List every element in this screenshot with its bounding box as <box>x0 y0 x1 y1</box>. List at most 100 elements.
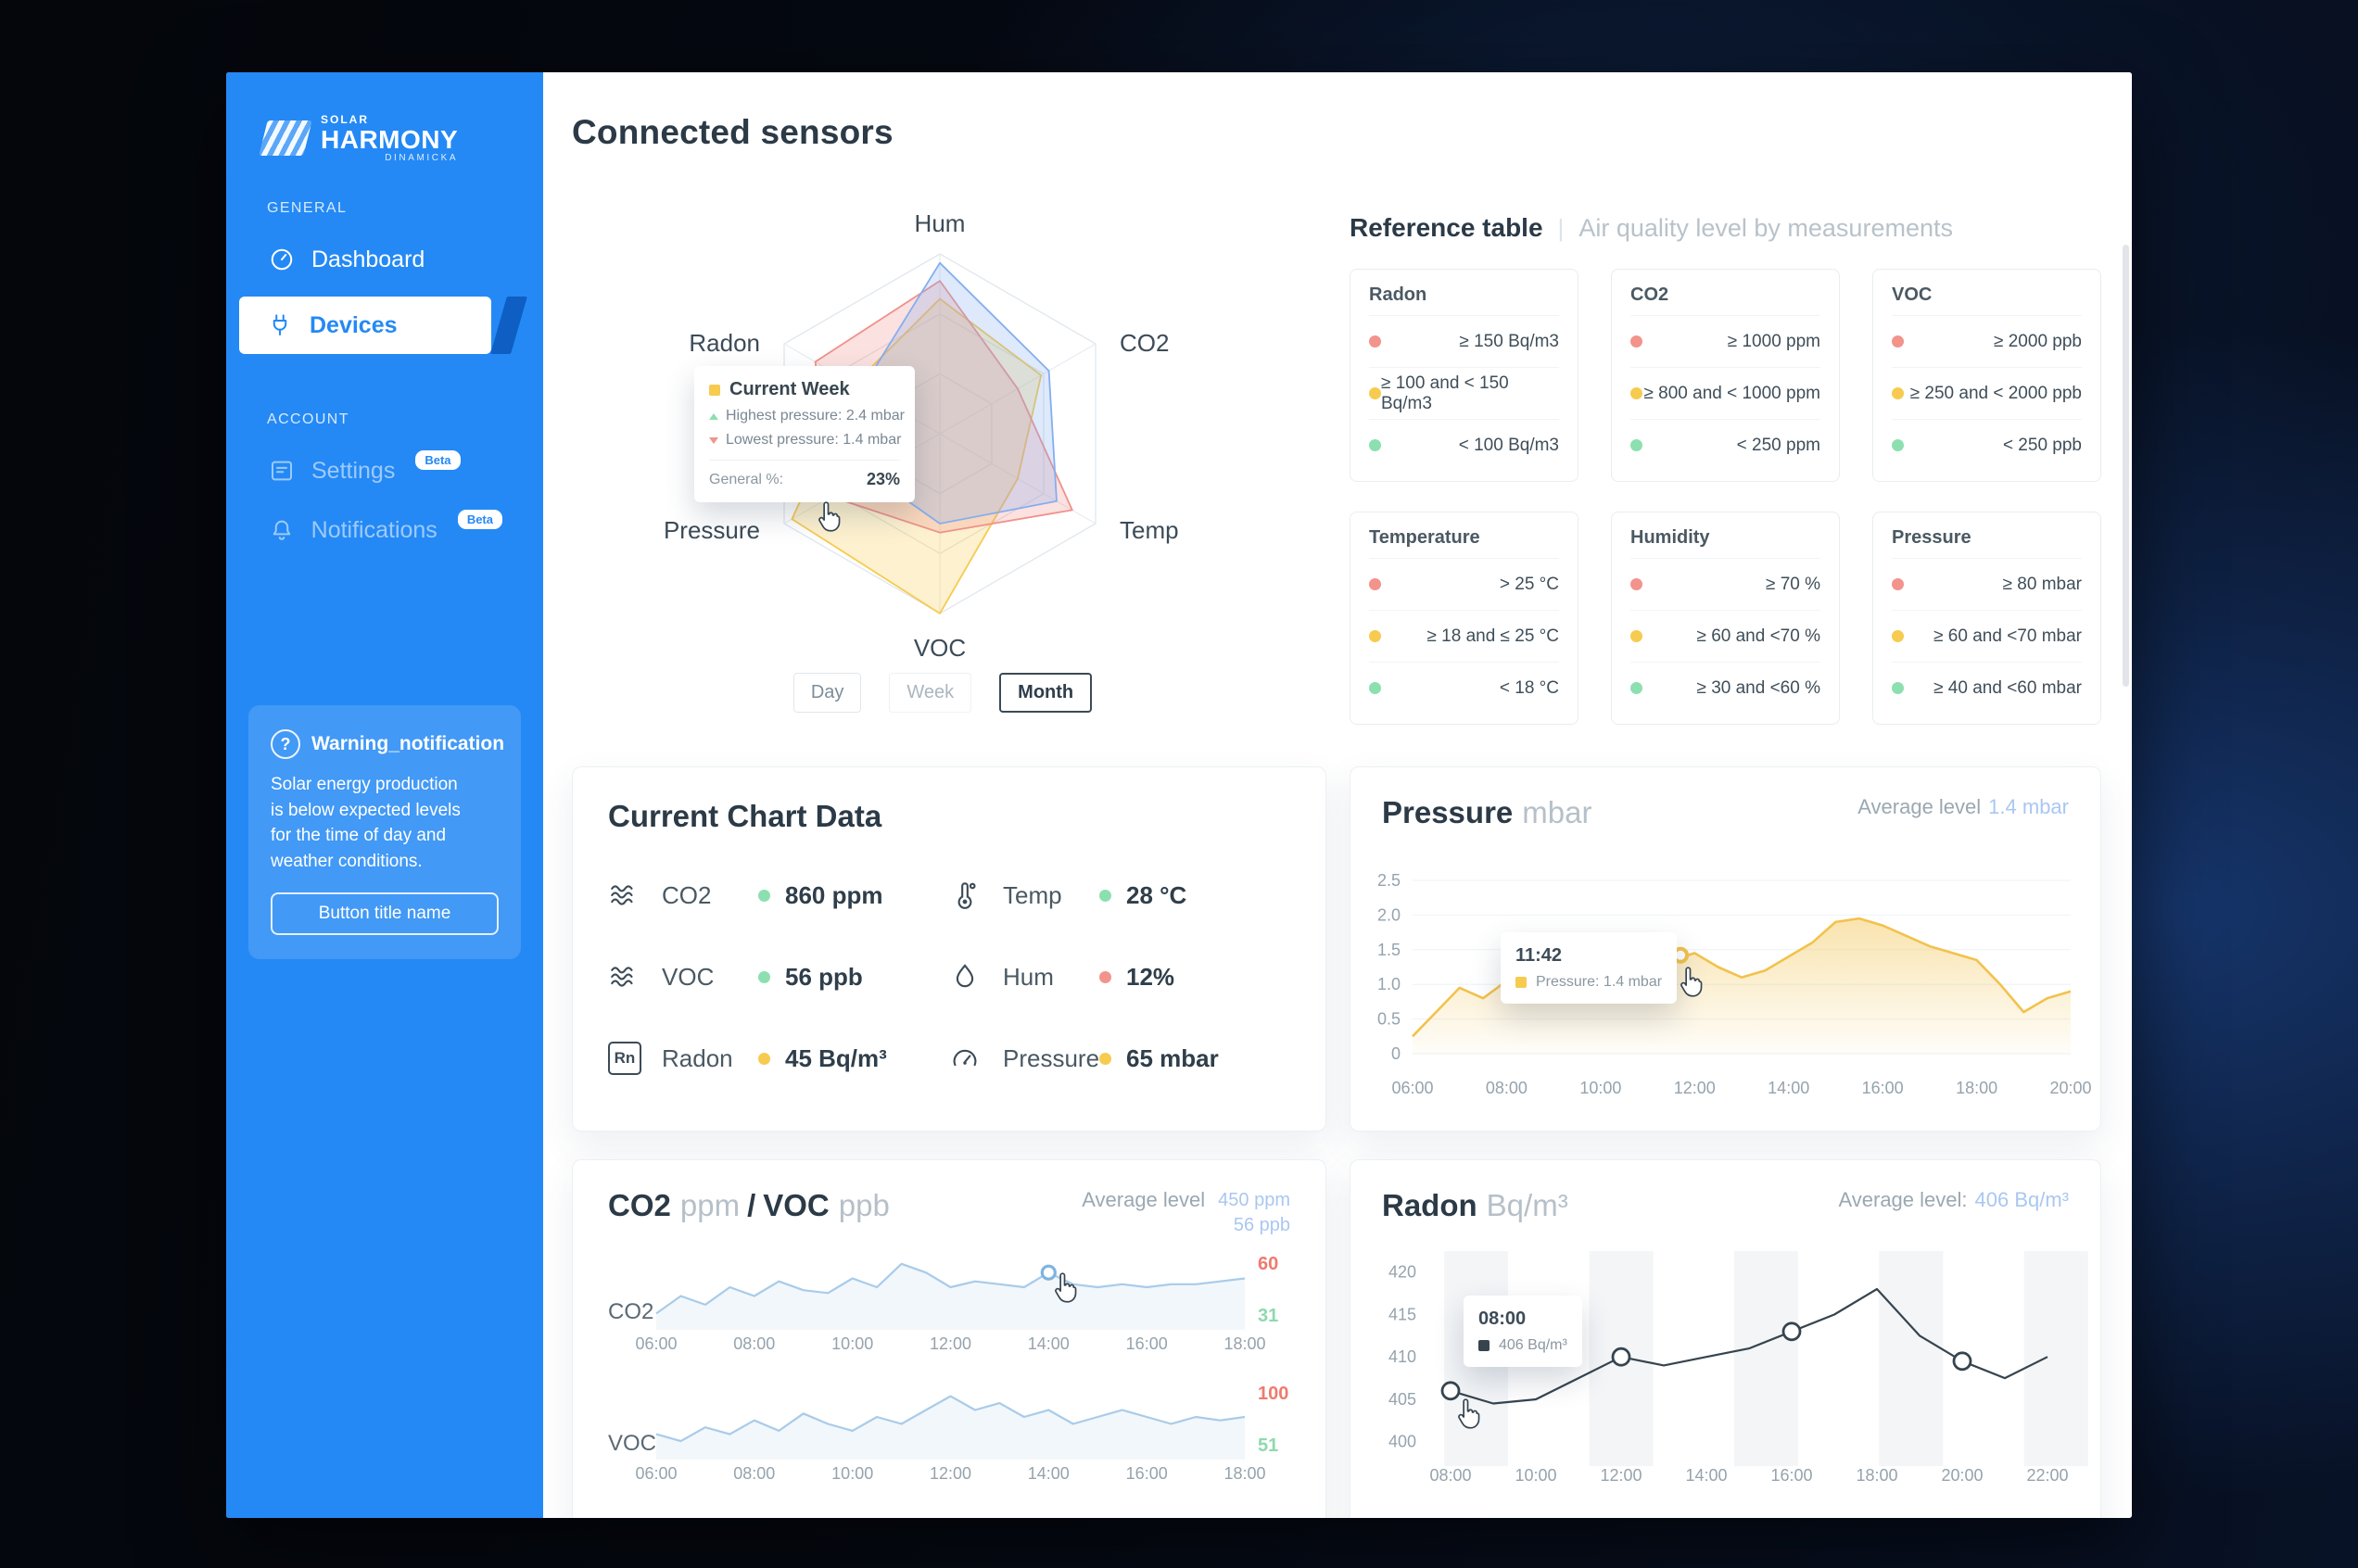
tooltip-low-text: Lowest pressure: 1.4 mbar <box>726 432 902 448</box>
voc-chart[interactable]: 06:00 08:00 10:00 12:00 14:00 16:00 18:00 100 51 <box>635 1370 1319 1486</box>
sidebar-item-label: Settings <box>311 457 396 484</box>
sidebar-item-label: Notifications <box>311 516 437 543</box>
reference-row: < 250 ppm <box>1630 419 1820 471</box>
red-level-dot <box>1892 335 1904 348</box>
sidebar-item-devices[interactable]: Devices <box>239 297 527 355</box>
green-level-dot <box>1099 889 1111 902</box>
svg-text:12:00: 12:00 <box>1600 1466 1642 1485</box>
title-separator: / <box>747 1188 756 1222</box>
svg-text:51: 51 <box>1258 1435 1278 1456</box>
droplet-icon <box>949 956 992 997</box>
svg-text:08:00: 08:00 <box>1486 1079 1528 1097</box>
svg-text:06:00: 06:00 <box>1391 1079 1433 1097</box>
svg-text:10:00: 10:00 <box>1579 1079 1621 1097</box>
caret-up-icon <box>709 412 718 420</box>
tooltip-general-label: General %: <box>709 471 784 487</box>
sensor-label: CO2 <box>662 880 712 909</box>
radon-chart[interactable]: 400 405 410 415 420 08:00 10:00 12:00 14:00 16:00… <box>1364 1246 2088 1491</box>
co2-chart[interactable]: 06:00 08:00 10:00 12:00 14:00 16:00 18:00 60 31 <box>635 1240 1319 1356</box>
svg-text:14:00: 14:00 <box>1768 1079 1809 1097</box>
svg-text:415: 415 <box>1388 1306 1416 1324</box>
active-item-accent <box>490 297 527 355</box>
red-level-dot <box>1369 335 1381 348</box>
yellow-level-dot <box>1892 630 1904 642</box>
reference-value: ≥ 40 and <60 mbar <box>1933 677 2082 698</box>
range-month-button[interactable]: Month <box>999 673 1093 713</box>
yellow-level-dot <box>1369 630 1381 642</box>
sidebar-item-dashboard[interactable]: Dashboard <box>226 230 543 289</box>
reference-row: ≥ 18 and ≤ 25 °C <box>1369 610 1559 662</box>
yellow-level-dot <box>1099 1052 1111 1065</box>
svg-text:16:00: 16:00 <box>1126 1334 1168 1353</box>
svg-text:2.0: 2.0 <box>1377 905 1401 924</box>
reference-value: > 25 °C <box>1499 574 1559 594</box>
svg-text:06:00: 06:00 <box>635 1464 677 1483</box>
sidebar-item-notifications[interactable]: Notifications Beta <box>226 500 543 560</box>
reference-card: Humidity ≥ 70 % ≥ 60 and <70 % ≥ 30 and <60… <box>1611 512 1840 725</box>
reference-value: ≥ 18 and ≤ 25 °C <box>1426 626 1559 646</box>
warning-header: ? Warning_notification <box>271 729 504 759</box>
reference-row: ≥ 150 Bq/m3 <box>1369 315 1559 367</box>
svg-text:22:00: 22:00 <box>2026 1466 2068 1485</box>
radar-tooltip: Current Week Highest pressure: 2.4 mbar … <box>694 366 915 502</box>
sidebar-item-settings[interactable]: Settings Beta <box>226 441 543 500</box>
svg-text:2.5: 2.5 <box>1377 871 1401 890</box>
svg-text:1.5: 1.5 <box>1377 941 1401 959</box>
reference-value: ≥ 60 and <70 mbar <box>1933 626 2082 646</box>
svg-text:31: 31 <box>1258 1306 1278 1326</box>
yellow-level-dot <box>1369 387 1381 399</box>
sidebar: SOLAR HARMONY DINAMICKA GENERAL Dashboar… <box>226 72 543 1518</box>
radon-average: Average level: 406 Bq/m³ <box>1838 1188 2069 1212</box>
settings-icon <box>267 457 297 485</box>
warning-card: ? Warning_notification Solar energy prod… <box>248 705 521 960</box>
pointer-cursor <box>1051 1271 1079 1303</box>
reference-card: CO2 ≥ 1000 ppm ≥ 800 and < 1000 ppm < 250 p… <box>1611 269 1840 482</box>
sensor-label: Temp <box>1003 880 1062 909</box>
range-day-button[interactable]: Day <box>792 673 862 713</box>
sidebar-item-label: Devices <box>310 311 398 338</box>
app-window: SOLAR HARMONY DINAMICKA GENERAL Dashboar… <box>226 72 2132 1518</box>
reference-card: Pressure ≥ 80 mbar ≥ 60 and <70 mbar ≥ 40 a… <box>1872 512 2101 725</box>
sensor-value: 65 mbar <box>1126 1043 1219 1072</box>
sensor-label: Radon <box>662 1043 733 1072</box>
svg-text:14:00: 14:00 <box>1685 1466 1727 1485</box>
sensor-row: Temp 28 °C <box>949 854 1290 936</box>
reference-card-title: VOC <box>1892 285 1933 305</box>
current-data-col-left: CO2 860 ppm VOC 56 ppb Rn Radon 45 Bq/m³ <box>608 854 949 1099</box>
pressure-chart[interactable]: 0 0.5 1.0 1.5 2.0 2.5 06:00 08:00 10:00 12:00 14:0… <box>1362 864 2094 1105</box>
red-level-dot <box>1369 578 1381 590</box>
scrollbar-thumb[interactable] <box>2123 245 2129 687</box>
average-label: Average level <box>1082 1188 1206 1211</box>
logo-top-text: SOLAR <box>321 113 369 126</box>
radar-axis-label: Temp <box>1120 516 1179 544</box>
current-data-col-right: Temp 28 °C Hum 12% Pressure 65 mbar <box>949 854 1290 1099</box>
caret-down-icon <box>709 436 718 444</box>
tooltip-value: Pressure: 1.4 mbar <box>1536 974 1663 990</box>
reference-row: > 25 °C <box>1369 558 1559 610</box>
svg-text:16:00: 16:00 <box>1126 1464 1168 1483</box>
sensor-value: 45 Bq/m³ <box>785 1043 887 1072</box>
main-content: Connected sensors Hum CO2 Temp VOC Pressure R… <box>543 72 2132 1518</box>
svg-text:08:00: 08:00 <box>733 1464 775 1483</box>
svg-text:08:00: 08:00 <box>733 1334 775 1353</box>
svg-text:16:00: 16:00 <box>1862 1079 1904 1097</box>
sensor-label: Pressure <box>1003 1043 1100 1072</box>
devices-icon <box>265 311 295 339</box>
bell-icon <box>267 516 297 544</box>
reference-value: ≥ 80 mbar <box>2002 574 2082 594</box>
reference-card: Radon ≥ 150 Bq/m3 ≥ 100 and < 150 Bq/m3 < 1… <box>1350 269 1578 482</box>
voc-axis-label: VOC <box>608 1431 657 1456</box>
range-week-button[interactable]: Week <box>889 673 972 713</box>
logo-icon <box>259 120 312 157</box>
warning-action-button[interactable]: Button title name <box>271 892 499 936</box>
tooltip-time: 08:00 <box>1478 1309 1527 1329</box>
beta-badge: Beta <box>415 450 461 471</box>
reference-value: ≥ 70 % <box>1765 574 1820 594</box>
svg-text:14:00: 14:00 <box>1028 1464 1070 1483</box>
radon-unit-text: Bq/m³ <box>1486 1188 1568 1222</box>
red-level-dot <box>1099 970 1111 983</box>
sensor-row: Hum 12% <box>949 936 1290 1018</box>
reference-row: ≥ 60 and <70 % <box>1630 610 1820 662</box>
red-level-dot <box>1630 578 1642 590</box>
logo-text: SOLAR HARMONY DINAMICKA <box>321 113 458 163</box>
